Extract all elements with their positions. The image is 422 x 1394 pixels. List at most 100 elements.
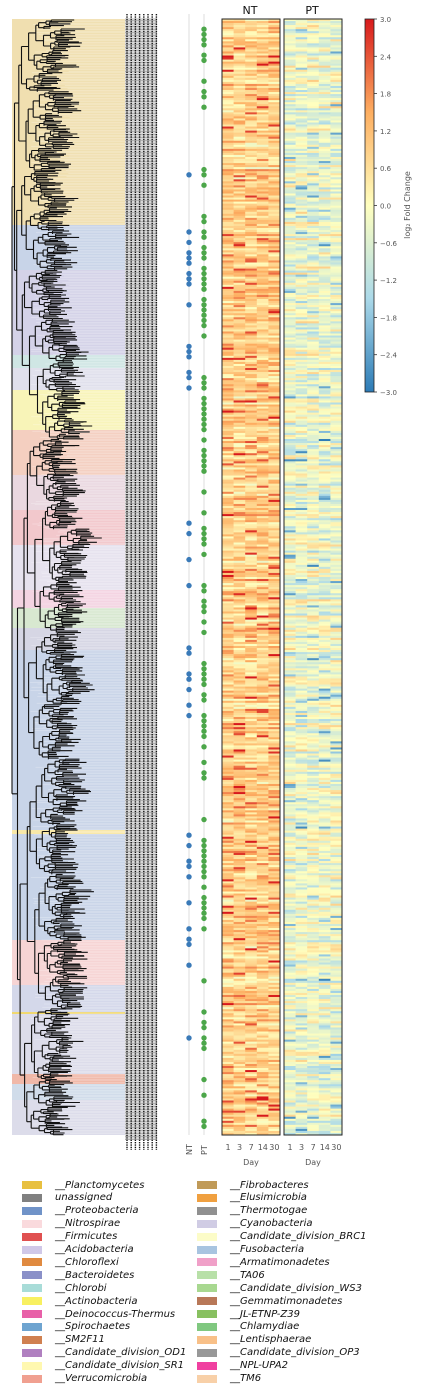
heatmap-cell xyxy=(256,1076,269,1079)
heatmap-cell xyxy=(245,717,258,720)
heatmap-cell xyxy=(307,510,320,513)
heatmap-cell xyxy=(245,940,258,943)
heatmap-cell xyxy=(245,769,258,773)
heatmap-cell xyxy=(284,242,296,245)
heatmap-cell xyxy=(268,225,281,229)
heatmap-cell xyxy=(245,641,258,645)
heatmap-cell xyxy=(222,645,234,649)
heatmap-cell xyxy=(222,520,234,523)
heatmap-cell xyxy=(233,895,246,898)
heatmap-cell xyxy=(284,660,296,663)
heatmap-cell xyxy=(318,412,331,415)
heatmap-cell xyxy=(233,611,246,614)
heatmap-cell xyxy=(233,396,246,399)
heatmap-cell xyxy=(222,114,234,117)
heatmap-cell xyxy=(256,915,269,919)
heatmap-cell xyxy=(268,29,281,32)
heatmap-cell xyxy=(233,552,246,555)
heatmap-cell xyxy=(330,130,343,133)
heatmap-cell xyxy=(307,173,320,176)
heatmap-cell xyxy=(330,347,343,351)
heatmap-cell xyxy=(222,368,234,371)
heatmap-cell xyxy=(307,130,320,133)
heatmap-cell xyxy=(307,140,320,144)
heatmap-cell xyxy=(330,122,343,125)
heatmap-cell xyxy=(245,201,258,204)
heatmap-cell xyxy=(268,1116,281,1120)
heatmap-cell xyxy=(245,639,258,643)
heatmap-cell xyxy=(295,83,308,87)
nt-member-dot xyxy=(186,369,192,376)
heatmap-cell xyxy=(233,844,246,848)
heatmap-cell xyxy=(233,1106,246,1109)
pt-member-dot xyxy=(201,510,207,516)
heatmap-cell xyxy=(284,199,296,202)
heatmap-cell xyxy=(307,532,320,535)
heatmap-cell xyxy=(318,757,331,760)
pt-member-dot xyxy=(201,1118,207,1124)
heatmap-cell xyxy=(318,798,331,801)
heatmap-cell xyxy=(256,439,269,442)
pt-member-dot xyxy=(201,400,207,407)
heatmap-cell xyxy=(256,536,269,539)
heatmap-cell xyxy=(222,962,234,965)
heatmap-cell xyxy=(222,96,234,99)
heatmap-cell xyxy=(256,23,269,26)
heatmap-cell xyxy=(245,53,258,56)
heatmap-cell xyxy=(233,503,246,507)
heatmap-cell xyxy=(233,1059,246,1063)
heatmap-cell xyxy=(330,39,343,42)
heatmap-cell xyxy=(284,759,296,762)
heatmap-cell xyxy=(284,23,296,26)
heatmap-cell xyxy=(222,67,234,71)
heatmap-cell xyxy=(268,1011,281,1014)
heatmap-cell xyxy=(222,889,234,892)
heatmap-cell xyxy=(318,810,331,813)
heatmap-cell xyxy=(307,741,320,744)
heatmap-cell xyxy=(284,402,296,405)
heatmap-cell xyxy=(318,680,331,683)
heatmap-cell xyxy=(233,183,246,186)
heatmap-cell xyxy=(256,954,269,957)
heatmap-cell xyxy=(245,138,258,142)
heatmap-cell xyxy=(268,593,281,596)
heatmap-cell xyxy=(268,911,281,915)
heatmap-cell xyxy=(330,406,343,409)
heatmap-cell xyxy=(318,262,331,265)
heatmap-cell xyxy=(245,215,258,219)
heatmap-cell xyxy=(256,79,269,83)
heatmap-cell xyxy=(222,197,234,200)
heatmap-cell xyxy=(233,159,246,162)
heatmap-cell xyxy=(318,420,331,424)
heatmap-cell xyxy=(330,138,343,142)
heatmap-cell xyxy=(284,806,296,809)
heatmap-cell xyxy=(233,1051,246,1055)
heatmap-cell xyxy=(256,986,269,990)
heatmap-cell xyxy=(318,23,331,26)
heatmap-cell xyxy=(330,19,343,22)
heatmap-cell xyxy=(295,605,308,608)
heatmap-cell xyxy=(233,556,246,560)
heatmap-cell xyxy=(307,597,320,600)
heatmap-cell xyxy=(222,629,234,633)
heatmap-cell xyxy=(295,516,308,519)
heatmap-cell xyxy=(307,499,320,503)
heatmap-cell xyxy=(233,418,246,422)
heatmap-cell xyxy=(318,538,331,541)
heatmap-cell xyxy=(245,587,258,590)
heatmap-cell xyxy=(233,806,246,809)
heatmap-cell xyxy=(233,1098,246,1101)
heatmap-cell xyxy=(256,948,269,951)
heatmap-cell xyxy=(318,838,331,842)
heatmap-cell xyxy=(222,911,234,915)
heatmap-cell xyxy=(318,225,331,229)
heatmap-cell xyxy=(268,956,281,959)
heatmap-cell xyxy=(318,250,331,253)
heatmap-cell xyxy=(245,976,258,980)
heatmap-cell xyxy=(307,195,320,198)
heatmap-cell xyxy=(268,518,281,521)
heatmap-cell xyxy=(256,566,269,570)
heatmap-cell xyxy=(330,512,343,515)
heatmap-cell xyxy=(284,92,296,95)
heatmap-cell xyxy=(284,75,296,79)
